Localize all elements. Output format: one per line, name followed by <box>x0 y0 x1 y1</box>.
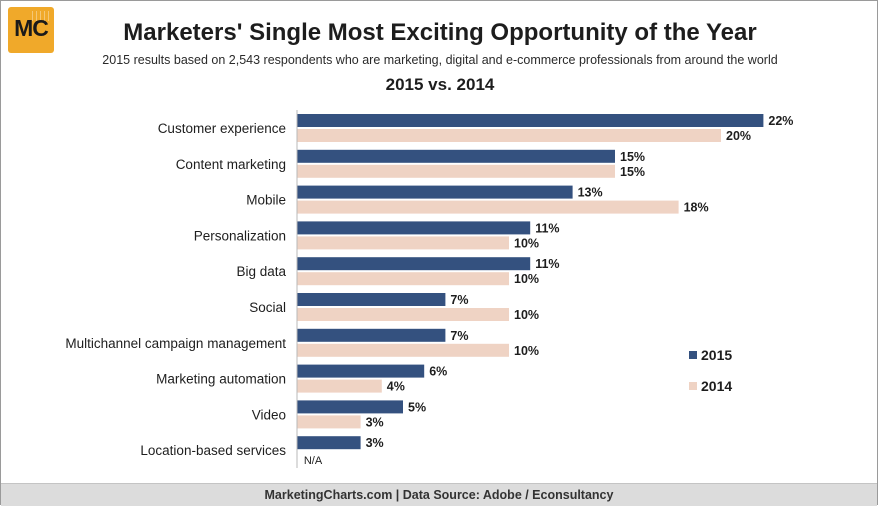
value-label: 11% <box>535 257 559 271</box>
chart-comparison-label: 2015 vs. 2014 <box>385 75 495 94</box>
bar-2014 <box>297 379 382 393</box>
bar-2015 <box>297 328 446 342</box>
logo-grid-pattern <box>32 11 50 21</box>
bar-2015 <box>297 293 446 306</box>
footer-bar: MarketingCharts.com | Data Source: Adobe… <box>1 483 877 506</box>
value-label: 10% <box>514 344 539 358</box>
bar-2014 <box>297 236 509 250</box>
bar-2015 <box>297 221 531 235</box>
bar-2014 <box>297 129 721 142</box>
value-label: 7% <box>450 329 468 343</box>
category-label: Social <box>249 300 286 315</box>
bar-2015 <box>297 185 573 199</box>
logo-text: MC <box>14 15 49 41</box>
category-label: Marketing automation <box>156 372 286 387</box>
value-label: 18% <box>684 201 709 215</box>
bar-2015 <box>297 400 403 414</box>
value-label: 7% <box>450 293 468 307</box>
value-label: 15% <box>620 150 645 164</box>
footer-source: MarketingCharts.com | Data Source: Adobe… <box>264 488 614 502</box>
legend-label: 2015 <box>701 347 732 363</box>
bar-2015 <box>297 436 361 450</box>
category-label: Video <box>252 407 286 422</box>
value-label: 13% <box>578 186 603 200</box>
legend-label: 2014 <box>701 378 732 394</box>
category-label: Customer experience <box>158 121 286 136</box>
chart-subtitle: 2015 results based on 2,543 respondents … <box>102 53 778 67</box>
value-label: 22% <box>768 114 793 128</box>
value-label: 4% <box>387 380 405 394</box>
value-label: 6% <box>429 365 447 379</box>
value-label: 10% <box>514 272 539 286</box>
bar-2014 <box>297 272 509 286</box>
value-label: 3% <box>366 415 384 429</box>
category-label: Personalization <box>194 228 286 243</box>
category-label: Location-based services <box>140 443 286 458</box>
bar-2015 <box>297 114 764 127</box>
value-label: 20% <box>726 129 751 143</box>
bar-2014 <box>297 164 615 178</box>
legend-swatch-2014 <box>689 382 697 390</box>
value-label: 10% <box>514 236 539 250</box>
bar-2015 <box>297 149 615 163</box>
bar-2014 <box>297 308 509 321</box>
bar-2014 <box>297 343 509 357</box>
bar-2014 <box>297 415 361 429</box>
legend-swatch-2015 <box>689 351 697 359</box>
category-label: Mobile <box>246 193 286 208</box>
category-label: Content marketing <box>176 157 286 172</box>
bar-2015 <box>297 257 531 271</box>
value-label: 10% <box>514 308 539 322</box>
category-label: Multichannel campaign management <box>65 336 286 351</box>
category-label: Big data <box>236 264 286 279</box>
marketingcharts-logo: MC <box>8 7 54 53</box>
bar-chart: Customer experience 22% 20% Content marketi… <box>65 110 793 468</box>
chart-title: Marketers' Single Most Exciting Opportun… <box>123 19 757 46</box>
bar-2015 <box>297 364 425 378</box>
value-label: 15% <box>620 165 645 179</box>
bar-2014 <box>297 200 679 214</box>
value-label: 11% <box>535 221 559 235</box>
value-label: 3% <box>366 436 384 450</box>
value-label: 5% <box>408 400 426 414</box>
value-label-na: N/A <box>304 455 323 467</box>
